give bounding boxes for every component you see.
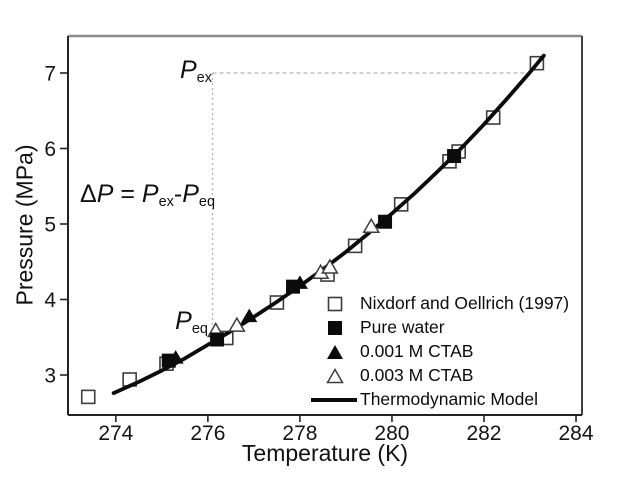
legend-row-pure-water: Pure water <box>310 316 569 340</box>
filled-square-icon <box>310 319 360 337</box>
y-tick-label: 7 <box>44 62 56 85</box>
minus-sign: - <box>173 180 183 208</box>
p-ex-annotation: Pex <box>150 56 212 87</box>
p-eq-symbol: P <box>175 307 192 335</box>
legend-label: 0.003 M CTAB <box>360 365 474 386</box>
data-point-filled-square <box>210 332 225 347</box>
model-curve <box>111 53 546 395</box>
data-point-filled-triangle <box>241 308 258 323</box>
term1-subscript: ex <box>158 194 174 211</box>
data-point-open-triangle <box>321 258 339 274</box>
delta-p-symbol: P <box>96 180 114 208</box>
legend-row-003-ctab: 0.003 M CTAB <box>310 364 569 388</box>
legend-row-001-ctab: 0.001 M CTAB <box>310 340 569 364</box>
x-tick-label: 282 <box>466 422 501 445</box>
term1-symbol: P <box>141 180 159 208</box>
equals-sign: = <box>113 180 142 208</box>
legend-label: Nixdorf and Oellrich (1997) <box>360 293 570 314</box>
data-point-filled-triangle <box>167 350 184 364</box>
legend-row-model: Thermodynamic Model <box>310 388 569 412</box>
data-point-filled-triangle <box>291 275 308 289</box>
legend-label: 0.001 M CTAB <box>360 341 474 362</box>
delta-p-annotation: ΔP = Pex-Peq <box>80 180 216 211</box>
delta-symbol: Δ <box>80 180 97 208</box>
legend-row-nixdorf: Nixdorf and Oellrich (1997) <box>310 292 569 316</box>
data-point-open-square <box>80 389 96 405</box>
data-point-open-triangle <box>362 217 381 234</box>
p-eq-subscript: eq <box>191 321 208 338</box>
x-tick-label: 276 <box>190 422 225 445</box>
y-tick-label: 6 <box>44 138 56 161</box>
x-tick-label: 280 <box>374 422 409 445</box>
p-ex-symbol: P <box>179 56 197 84</box>
y-tick-label: 3 <box>44 364 56 387</box>
y-tick-label: 5 <box>44 213 56 236</box>
data-point-filled-square <box>447 149 462 164</box>
x-axis-title: Temperature (K) <box>241 440 409 466</box>
p-ex-subscript: ex <box>196 70 212 87</box>
legend: Nixdorf and Oellrich (1997) Pure water 0… <box>310 292 569 412</box>
y-tick-label: 4 <box>44 289 56 312</box>
data-point-open-triangle <box>228 316 246 332</box>
data-point-open-square <box>485 110 501 125</box>
x-tick-label: 284 <box>558 422 593 445</box>
filled-triangle-icon <box>310 343 360 361</box>
open-triangle-icon <box>310 367 360 385</box>
x-tick-label: 274 <box>98 422 133 445</box>
x-tick-label: 278 <box>282 422 317 445</box>
term2-symbol: P <box>182 180 199 208</box>
legend-label: Thermodynamic Model <box>360 389 538 410</box>
y-axis-title: Pressure (MPa) <box>11 144 38 306</box>
legend-label: Pure water <box>360 317 445 338</box>
line-sample-icon <box>310 391 360 409</box>
open-square-icon <box>310 295 360 313</box>
term2-subscript: eq <box>198 194 216 211</box>
data-point-filled-square <box>378 214 393 229</box>
p-eq-annotation: Peq <box>140 307 208 338</box>
